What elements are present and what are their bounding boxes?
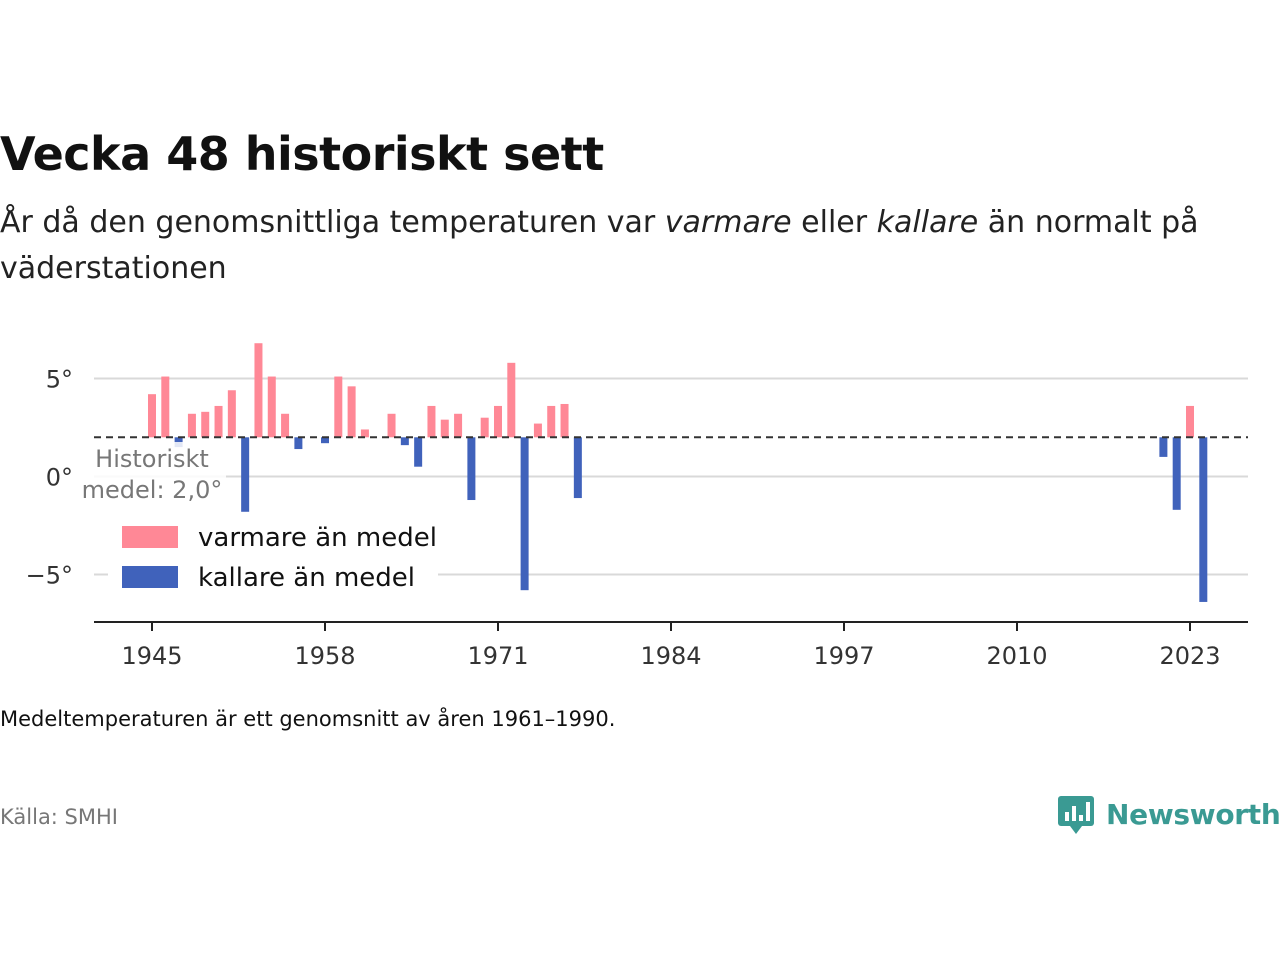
bar-warm: [427, 405, 436, 438]
newsworthy-logo: Newsworthy: [1058, 790, 1280, 838]
bar-warm: [560, 403, 569, 438]
bar-cold: [573, 437, 582, 499]
bar-warm: [360, 429, 369, 438]
legend-label-cold: kallare än medel: [198, 563, 415, 593]
bar-warm: [507, 362, 516, 438]
bar-cold: [241, 437, 250, 512]
bar-warm: [254, 343, 263, 438]
x-tick-label: 1945: [121, 642, 182, 670]
bar-warm: [161, 376, 170, 438]
bar-warm: [267, 376, 276, 438]
bar-cold: [520, 437, 529, 591]
chart-title: Vecka 48 historiskt sett: [0, 127, 604, 181]
subtitle-warm-word: varmare: [664, 205, 792, 240]
newsworthy-logo-icon: [1058, 796, 1094, 834]
subtitle-text-3: än normalt på väderstationen: [0, 205, 1199, 286]
y-axis-labels: 5° 0° −5°: [26, 366, 73, 590]
x-axis-ticks: 1945 1958 1971 1984 1997 2010 2023: [121, 622, 1221, 670]
bar-cold: [1159, 437, 1168, 457]
subtitle-text-2: eller: [791, 205, 877, 240]
bar-warm: [547, 405, 556, 438]
x-tick-label: 1997: [813, 642, 874, 670]
bar-warm: [454, 413, 463, 438]
bar-warm: [533, 423, 542, 438]
bar-warm: [480, 417, 489, 438]
bar-cold: [1172, 437, 1181, 510]
temperature-bar-chart: 5° 0° −5° varmare än medel kallare än medel…: [26, 343, 1248, 670]
x-tick-label: 2010: [986, 642, 1047, 670]
bar-cold: [467, 437, 476, 501]
bar-warm: [347, 386, 356, 438]
baseline-label-line: medel: 2,0°: [82, 476, 223, 504]
bar-warm: [1186, 405, 1194, 438]
bar-warm: [387, 413, 396, 438]
chart-subtitle: År då den genomsnittliga temperaturen va…: [0, 200, 1240, 292]
bar-cold: [414, 437, 423, 467]
baseline-label-background: [80, 442, 226, 506]
legend-label-warm: varmare än medel: [198, 523, 437, 553]
bar-cold: [294, 437, 303, 450]
bar-warm: [227, 390, 236, 438]
newsworthy-brand-name: Newsworthy: [1106, 797, 1280, 831]
bar-cold: [1199, 437, 1208, 602]
bar-warm: [494, 405, 502, 438]
bar-warm: [187, 413, 196, 438]
legend: varmare än medel kallare än medel: [108, 516, 438, 600]
subtitle-cold-word: kallare: [876, 205, 979, 240]
bar-warm: [148, 394, 156, 438]
bar-warm: [440, 419, 449, 438]
subtitle-text-1: År då den genomsnittliga temperaturen va…: [0, 205, 665, 240]
y-tick-label: 5°: [46, 366, 73, 394]
y-tick-label: −5°: [26, 562, 73, 590]
bar-cold: [400, 437, 409, 446]
bar-warm: [281, 413, 290, 438]
x-tick-label: 1984: [640, 642, 701, 670]
bars: [148, 343, 1208, 602]
bar-warm: [214, 405, 223, 438]
footnote: Medeltemperaturen är ett genomsnitt av å…: [0, 707, 616, 731]
x-tick-label: 1958: [294, 642, 355, 670]
bar-warm: [334, 376, 343, 438]
legend-swatch-warm: [122, 526, 178, 548]
bar-cold: [321, 437, 329, 444]
source-label: Källa: SMHI: [0, 805, 118, 829]
baseline-label-line: Historiskt: [95, 445, 209, 473]
x-tick-label: 1971: [467, 642, 528, 670]
bar-warm: [201, 411, 210, 438]
legend-swatch-cold: [122, 566, 178, 588]
baseline-label: Historiskt medel: 2,0°: [80, 442, 226, 506]
x-tick-label: 2023: [1159, 642, 1220, 670]
y-tick-label: 0°: [46, 464, 73, 492]
